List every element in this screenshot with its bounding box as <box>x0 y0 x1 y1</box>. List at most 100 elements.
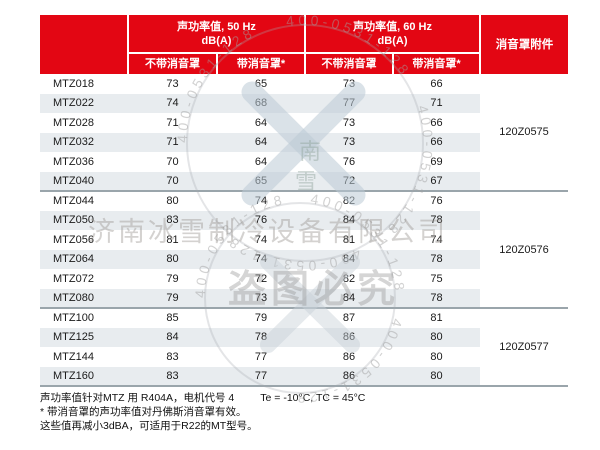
value-cell: 77 <box>305 93 394 113</box>
value-cell: 79 <box>128 288 217 308</box>
value-cell: 86 <box>305 366 394 387</box>
header-accessory: 消音罩附件 <box>479 15 569 74</box>
value-cell: 83 <box>128 210 217 230</box>
table-body: MTZ018 73 65 73 66 120Z0575 MTZ022 74 68 77 71 MTZ0… <box>40 74 569 387</box>
value-cell: 77 <box>217 347 306 367</box>
model-cell: MTZ022 <box>40 93 128 113</box>
value-cell: 79 <box>128 269 217 289</box>
value-cell: 71 <box>393 93 481 113</box>
value-cell: 87 <box>305 307 394 328</box>
header-50hz-unit: dB(A) <box>201 34 232 47</box>
footnote-line-2: * 带消音罩的声功率值对丹佛斯消音罩有效。 <box>40 406 247 418</box>
model-cell: MTZ050 <box>40 210 128 230</box>
header-60hz-title: 声功率值, 60 Hz <box>353 20 432 33</box>
value-cell: 70 <box>128 171 217 191</box>
value-cell: 79 <box>217 307 306 328</box>
value-cell: 66 <box>393 132 481 152</box>
value-cell: 84 <box>305 210 394 230</box>
model-cell: MTZ100 <box>40 307 128 328</box>
model-cell: MTZ028 <box>40 113 128 133</box>
value-cell: 74 <box>393 230 481 250</box>
value-cell: 78 <box>393 210 481 230</box>
sound-power-table: 声功率值, 50 Hz dB(A) 声功率值, 60 Hz dB(A) 消音罩附… <box>40 15 569 387</box>
value-cell: 73 <box>305 113 394 133</box>
table-row: MTZ072 79 72 82 75 <box>40 269 568 289</box>
model-cell: MTZ036 <box>40 152 128 172</box>
header-50hz: 声功率值, 50 Hz dB(A) <box>126 15 307 54</box>
value-cell: 82 <box>305 190 394 211</box>
table-row: MTZ144 83 77 86 80 <box>40 347 568 367</box>
table-row: MTZ056 81 74 81 74 <box>40 230 568 250</box>
value-cell: 74 <box>217 190 306 211</box>
value-cell: 86 <box>305 347 394 367</box>
subheader-50hz-with: 带消音罩* <box>215 52 307 74</box>
value-cell: 74 <box>217 230 306 250</box>
value-cell: 73 <box>305 74 394 94</box>
value-cell: 69 <box>393 152 481 172</box>
table-header: 声功率值, 50 Hz dB(A) 声功率值, 60 Hz dB(A) 消音罩附… <box>40 15 569 74</box>
value-cell: 81 <box>305 230 394 250</box>
value-cell: 77 <box>217 366 306 387</box>
value-cell: 64 <box>217 132 306 152</box>
value-cell: 78 <box>393 288 481 308</box>
value-cell: 80 <box>393 347 481 367</box>
value-cell: 76 <box>305 152 394 172</box>
value-cell: 80 <box>128 249 217 269</box>
model-cell: MTZ072 <box>40 269 128 289</box>
value-cell: 66 <box>393 74 481 94</box>
footnote-line-1: 声功率值针对MTZ 用 R404A，电机代号 4 Te = -10°C, TC =… <box>40 391 365 405</box>
model-cell: MTZ080 <box>40 288 128 308</box>
value-cell: 65 <box>217 74 306 94</box>
value-cell: 86 <box>305 327 394 347</box>
model-cell: MTZ160 <box>40 366 128 387</box>
value-cell: 74 <box>128 93 217 113</box>
value-cell: 68 <box>217 93 306 113</box>
subheader-60hz-without: 不带消音罩 <box>304 52 395 74</box>
table-row: MTZ044 80 74 82 76 120Z0576 <box>40 190 569 308</box>
value-cell: 80 <box>128 190 217 211</box>
table-row: MTZ064 80 74 84 78 <box>40 249 568 269</box>
footnote-line-3: 这些值再减小3dBA，可适用于R22的MT型号。 <box>40 420 258 432</box>
value-cell: 64 <box>217 113 306 133</box>
value-cell: 78 <box>393 249 481 269</box>
table-row: MTZ018 73 65 73 66 120Z0575 <box>40 74 569 191</box>
table-row: MTZ080 79 73 84 78 <box>40 288 568 308</box>
table-row: MTZ160 83 77 86 80 <box>40 366 568 387</box>
model-cell: MTZ040 <box>40 171 128 191</box>
value-cell: 67 <box>393 171 481 191</box>
value-cell: 82 <box>305 269 394 289</box>
model-cell: MTZ064 <box>40 249 128 269</box>
model-cell: MTZ125 <box>40 327 128 347</box>
value-cell: 74 <box>217 249 306 269</box>
header-50hz-title: 声功率值, 50 Hz <box>177 20 256 33</box>
value-cell: 71 <box>128 132 217 152</box>
value-cell: 78 <box>217 327 306 347</box>
value-cell: 72 <box>305 171 394 191</box>
value-cell: 66 <box>393 113 481 133</box>
value-cell: 76 <box>393 190 481 211</box>
footnotes: 声功率值针对MTZ 用 R404A，电机代号 4 Te = -10°C, TC =… <box>40 391 365 433</box>
value-cell: 76 <box>217 210 306 230</box>
value-cell: 80 <box>393 327 481 347</box>
footnote-temps: Te = -10°C, TC = 45°C <box>260 392 366 404</box>
value-cell: 75 <box>393 269 481 289</box>
value-cell: 73 <box>305 132 394 152</box>
accessory-cell: 120Z0576 <box>480 190 569 308</box>
value-cell: 83 <box>128 347 217 367</box>
subheader-50hz-without: 不带消音罩 <box>127 52 218 74</box>
model-cell: MTZ032 <box>40 132 128 152</box>
value-cell: 64 <box>217 152 306 172</box>
value-cell: 73 <box>217 288 306 308</box>
subheader-60hz-with: 带消音罩* <box>392 52 482 74</box>
accessory-cell: 120Z0575 <box>480 74 569 191</box>
model-cell: MTZ018 <box>40 74 128 94</box>
table-row: MTZ100 85 79 87 81 120Z0577 <box>40 307 569 387</box>
value-cell: 80 <box>393 366 481 387</box>
value-cell: 83 <box>128 366 217 387</box>
table-row: MTZ125 84 78 86 80 <box>40 327 568 347</box>
value-cell: 85 <box>128 307 217 328</box>
value-cell: 73 <box>128 74 217 94</box>
value-cell: 84 <box>305 249 394 269</box>
footnote-conditions: 声功率值针对MTZ 用 R404A，电机代号 4 <box>40 392 235 404</box>
